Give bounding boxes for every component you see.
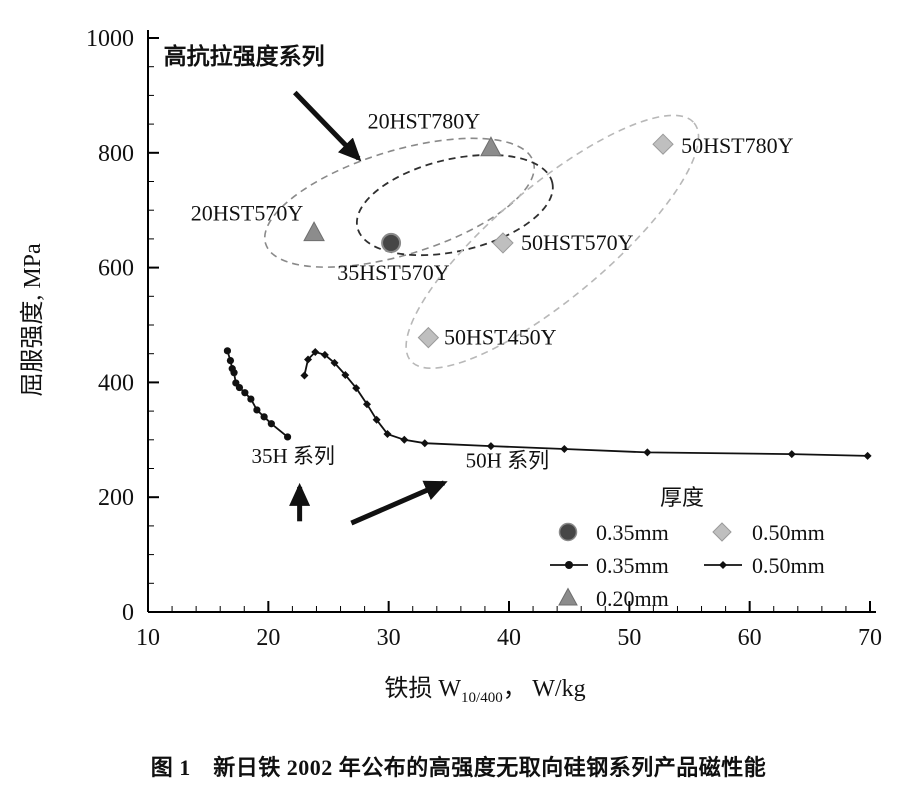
annotation-text-1: 35H 系列 — [251, 444, 334, 468]
x-tick-label: 40 — [497, 625, 521, 651]
y-tick-label: 400 — [98, 370, 134, 396]
series-point-dot — [247, 395, 255, 403]
point-label-20HST780Y: 20HST780Y — [368, 109, 481, 134]
x-axis-label: 铁损 W10/400， W/kg — [384, 675, 585, 706]
marker-50HST570Y — [492, 232, 514, 254]
y-tick-label: 600 — [98, 256, 134, 282]
x-tick-label: 50 — [617, 625, 641, 651]
annotation-text-0: 高抗拉强度系列 — [164, 43, 325, 69]
series-point-diamond — [320, 350, 329, 359]
figure-caption: 图 1 新日铁 2002 年公布的高强度无取向硅钢系列产品磁性能 — [150, 755, 767, 780]
series-point-dot — [267, 420, 275, 428]
annotation-text-2: 50H 系列 — [466, 448, 549, 472]
series-point-diamond — [300, 371, 309, 380]
series-point-diamond — [341, 370, 350, 379]
x-tick-label: 10 — [136, 625, 160, 651]
series-point-diamond — [372, 415, 381, 424]
legend-label: 0.35mm — [596, 520, 669, 545]
marker-50HST450Y — [417, 326, 440, 349]
point-label-35HST570Y: 35HST570Y — [337, 260, 450, 285]
point-label-50HST780Y: 50HST780Y — [681, 133, 794, 158]
legend-marker-big-diamond — [712, 522, 732, 542]
series-point-diamond — [560, 444, 569, 453]
series-point-diamond — [363, 400, 372, 409]
legend-title: 厚度 — [660, 485, 704, 510]
series-point-diamond — [400, 435, 409, 444]
series-point-diamond — [420, 439, 429, 448]
series-point-diamond — [787, 450, 796, 459]
point-label-50HST450Y: 50HST450Y — [444, 325, 557, 350]
y-tick-label: 800 — [98, 141, 134, 167]
y-tick-label: 0 — [122, 600, 134, 626]
series-line-50H 系列 — [303, 350, 868, 457]
series-point-dot — [260, 413, 268, 421]
group-ellipse-1 — [355, 153, 554, 257]
marker-20HST780Y — [480, 136, 502, 157]
series-point-dot — [283, 433, 292, 441]
x-tick-label: 20 — [256, 625, 280, 651]
series-point-dot — [253, 406, 261, 414]
legend-label: 0.50mm — [752, 553, 825, 578]
y-tick-label: 200 — [98, 485, 134, 511]
legend-marker-triangle — [558, 587, 578, 606]
series-point-dot — [226, 356, 235, 365]
marker-35HST570Y — [381, 232, 402, 253]
series-point-diamond — [863, 451, 872, 460]
series-point-diamond — [304, 355, 313, 364]
series-point-dot — [223, 347, 232, 355]
x-tick-label: 60 — [738, 625, 762, 651]
marker-20HST570Y — [303, 221, 325, 242]
legend-marker-dot — [565, 561, 573, 569]
legend-label: 0.20mm — [596, 586, 669, 611]
series-point-diamond — [486, 442, 495, 451]
x-tick-label: 70 — [858, 625, 882, 651]
series-point-dot — [230, 369, 238, 377]
point-label-50HST570Y: 50HST570Y — [521, 230, 634, 255]
y-axis-label: 屈服强度, MPa — [19, 243, 46, 397]
legend-marker-small-diamond — [719, 561, 727, 569]
annotation-arrow-0 — [293, 90, 362, 162]
series-point-dot — [241, 389, 249, 397]
legend-label: 0.50mm — [752, 520, 825, 545]
chart: 0 200 400 600 800 1000 10 20 30 40 50 60 70 20HST780Y… — [19, 26, 882, 706]
series-point-diamond — [352, 384, 361, 393]
point-label-20HST570Y: 20HST570Y — [191, 201, 304, 226]
series-point-dot — [235, 383, 244, 392]
legend-label: 0.35mm — [596, 553, 669, 578]
y-tick-label: 1000 — [86, 26, 134, 52]
group-ellipse-0 — [263, 137, 536, 268]
series-point-diamond — [311, 347, 320, 356]
series-point-diamond — [643, 448, 652, 457]
legend-marker-big-dot — [558, 522, 578, 542]
marker-50HST780Y — [652, 133, 674, 155]
series-line-35H 系列 — [226, 350, 289, 438]
annotation-arrow-2 — [350, 480, 448, 526]
x-tick-label: 30 — [377, 625, 401, 651]
series-point-diamond — [383, 430, 392, 439]
series-point-diamond — [330, 358, 339, 367]
